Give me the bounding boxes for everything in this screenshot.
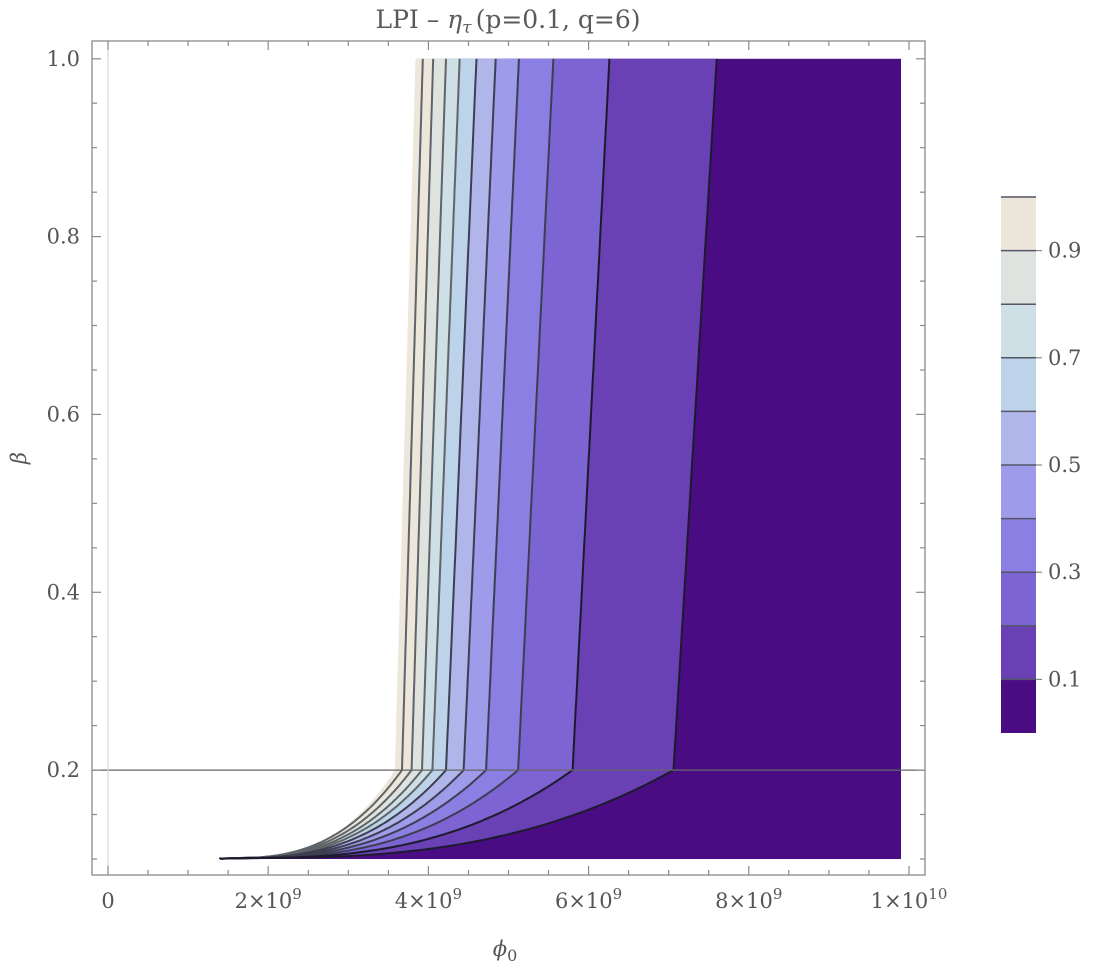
colorbar-tick-label: 0.3 <box>1048 560 1081 584</box>
x-axis-title: ϕ0 <box>493 937 518 965</box>
chart-title: LPI – ητ (p=0.1, q=6) <box>375 5 640 38</box>
outside-domain-region <box>92 41 416 859</box>
y-tick-label: 0.4 <box>47 580 80 604</box>
contour-line-0.75 <box>219 58 447 860</box>
x-tick-label: 8×109 <box>715 885 782 913</box>
title-prefix: LPI – <box>375 5 447 34</box>
colorbar-tick-label: 0.7 <box>1048 346 1081 370</box>
x-axis-symbol: ϕ <box>493 937 507 961</box>
contour-lines <box>219 58 718 860</box>
x-axis-ticks: 0 2×109 4×109 6×109 8×109 1×1010 <box>101 41 947 913</box>
contour-line-0.95 <box>219 58 424 860</box>
colorbar: 0.1 0.3 0.5 0.7 0.9 <box>1001 196 1081 733</box>
plot-area <box>92 41 925 875</box>
y-tick-label: 0.2 <box>47 758 80 782</box>
colorbar-band-5 <box>1001 411 1036 465</box>
colorbar-band-9 <box>1001 197 1036 251</box>
contour-bands <box>92 41 901 860</box>
x-tick-label: 4×109 <box>395 885 462 913</box>
contour-line-0.65 <box>219 58 461 860</box>
colorbar-tick-label: 0.9 <box>1048 239 1081 263</box>
colorbar-band-0 <box>1001 679 1036 733</box>
y-axis-ticks: 0.2 0.4 0.6 0.8 1.0 <box>47 47 925 860</box>
colorbar-band-8 <box>1001 250 1036 305</box>
x-tick-label: 2×109 <box>235 885 302 913</box>
colorbar-tick-label: 0.1 <box>1048 667 1081 691</box>
contour-line-0.35 <box>219 58 520 860</box>
colorbar-tick-label: 0.5 <box>1048 453 1081 477</box>
x-tick-label: 6×109 <box>555 885 622 913</box>
colorbar-band-6 <box>1001 357 1036 412</box>
y-tick-label: 0.6 <box>47 402 80 426</box>
x-tick-label: 0 <box>101 889 114 913</box>
y-tick-label: 1.0 <box>47 47 80 71</box>
contour-line-0.85 <box>219 58 435 860</box>
contour-line-0.55 <box>219 58 478 860</box>
contour-line-0.05 <box>219 58 718 860</box>
colorbar-band-1 <box>1001 625 1036 680</box>
x-axis-subscript: 0 <box>507 946 517 965</box>
y-tick-label: 0.8 <box>47 225 80 249</box>
colorbar-band-4 <box>1001 465 1036 519</box>
colorbar-band-3 <box>1001 518 1036 573</box>
colorbar-band-7 <box>1001 304 1036 358</box>
colorbar-band-2 <box>1001 572 1036 626</box>
title-params: (p=0.1, q=6) <box>476 5 641 34</box>
y-axis-title: β <box>7 452 31 465</box>
x-tick-label: 1×1010 <box>871 885 948 913</box>
reference-lines <box>92 41 925 875</box>
title-symbol-subscript: τ <box>462 18 472 38</box>
contour-line-0.25 <box>219 58 555 860</box>
contour-line-0.45 <box>219 58 497 860</box>
title-symbol: η <box>447 5 462 34</box>
contour-line-0.15 <box>219 58 611 860</box>
